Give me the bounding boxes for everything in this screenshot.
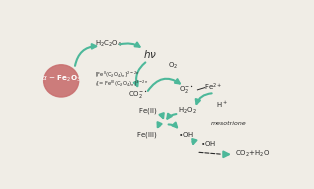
Text: /[= Fe$^{III}$(C$_2$O$_4$)$_n$]$^{3-2n}$: /[= Fe$^{III}$(C$_2$O$_4$)$_n$]$^{3-2n}$ bbox=[95, 78, 149, 89]
Text: CO$_2$+H$_2$O: CO$_2$+H$_2$O bbox=[235, 149, 270, 160]
Text: Fe$^{2+}$: Fe$^{2+}$ bbox=[204, 82, 222, 93]
Text: $\alpha$ $-$ Fe$_2$O$_3$: $\alpha$ $-$ Fe$_2$O$_3$ bbox=[41, 74, 81, 84]
Circle shape bbox=[44, 65, 79, 97]
Text: Fe($\rm II$): Fe($\rm II$) bbox=[138, 106, 157, 116]
Text: h$\nu$: h$\nu$ bbox=[143, 48, 157, 60]
Text: H$_2$C$_2$O$_4$: H$_2$C$_2$O$_4$ bbox=[95, 39, 122, 49]
Text: $\bullet$OH: $\bullet$OH bbox=[178, 130, 195, 139]
Text: mesotrione: mesotrione bbox=[211, 121, 246, 126]
Text: H$_2$O$_2$: H$_2$O$_2$ bbox=[178, 106, 197, 116]
Text: O$_2$: O$_2$ bbox=[168, 61, 178, 71]
Text: CO$_2^{-\bullet}$: CO$_2^{-\bullet}$ bbox=[128, 90, 148, 101]
Text: O$_2^{-\bullet}$: O$_2^{-\bullet}$ bbox=[179, 84, 194, 96]
Text: [Fe$^{II}$(C$_2$O$_4$)$_n$]$^{2-2n}$: [Fe$^{II}$(C$_2$O$_4$)$_n$]$^{2-2n}$ bbox=[95, 70, 140, 81]
Text: Fe($\rm III$): Fe($\rm III$) bbox=[136, 130, 157, 140]
Text: H$^+$: H$^+$ bbox=[216, 99, 228, 110]
Text: $\bullet$OH: $\bullet$OH bbox=[200, 139, 217, 148]
